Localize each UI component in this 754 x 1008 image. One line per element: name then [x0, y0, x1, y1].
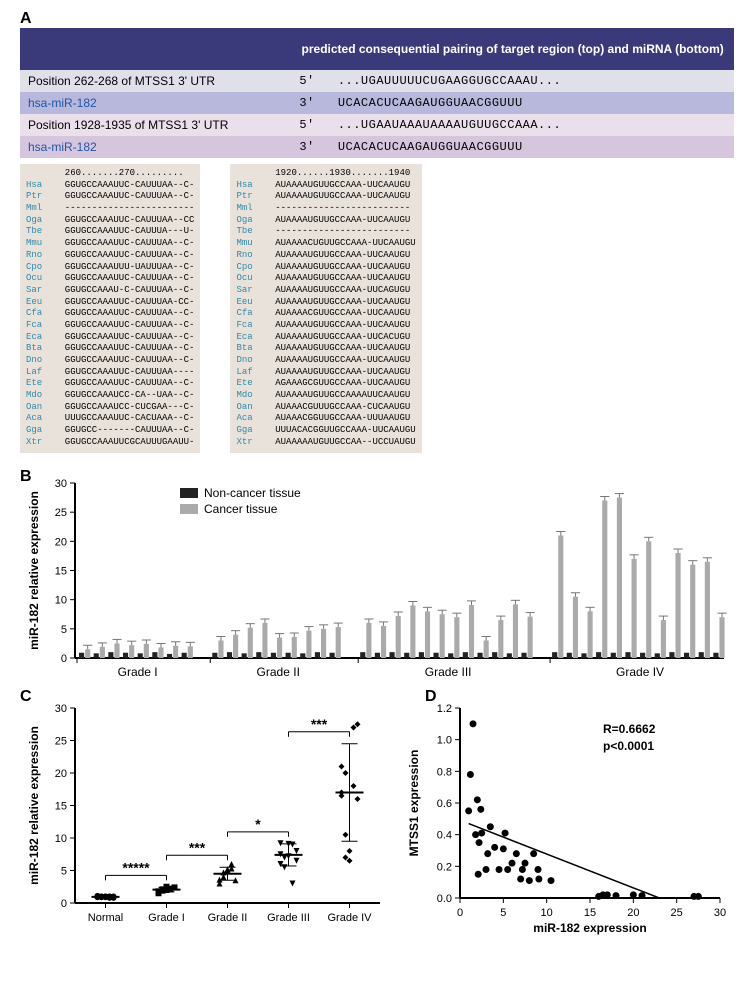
svg-text:0: 0 — [457, 907, 463, 919]
svg-text:Non-cancer tissue: Non-cancer tissue — [204, 486, 301, 500]
svg-text:p<0.0001: p<0.0001 — [603, 739, 654, 753]
svg-text:1.2: 1.2 — [437, 703, 452, 715]
svg-text:MTSS1 expression: MTSS1 expression — [407, 749, 421, 856]
svg-text:10: 10 — [541, 907, 553, 919]
svg-text:miR-182 expression: miR-182 expression — [533, 921, 646, 935]
panel-c-chart: C 0 5 10 15 20 25 30 miR-182 relative expressio… — [20, 688, 390, 938]
svg-text:0: 0 — [61, 653, 67, 665]
pairing-table: predicted consequential pairing of targe… — [20, 28, 734, 158]
svg-text:5: 5 — [61, 865, 67, 877]
seq-text: ...UGAUUUUUCUGAAGGUGCCAAAU... — [338, 74, 561, 88]
panel-b-label: B — [20, 468, 32, 486]
svg-text:Grade IV: Grade IV — [616, 665, 664, 679]
svg-text:Cancer tissue: Cancer tissue — [204, 502, 278, 516]
svg-text:Grade III: Grade III — [267, 912, 310, 924]
svg-text:0.8: 0.8 — [437, 766, 452, 778]
seq-dir: 3' — [299, 140, 314, 154]
svg-text:*: * — [255, 815, 261, 831]
svg-text:***: *** — [311, 715, 328, 731]
target-row-label: Position 1928-1935 of MTSS1 3' UTR — [20, 114, 291, 136]
svg-text:15: 15 — [584, 907, 596, 919]
svg-text:miR-182 relative expression: miR-182 relative expression — [27, 726, 41, 885]
svg-text:Grade II: Grade II — [208, 912, 248, 924]
svg-text:30: 30 — [55, 478, 67, 490]
svg-text:5: 5 — [500, 907, 506, 919]
svg-text:20: 20 — [55, 768, 67, 780]
svg-text:0.6: 0.6 — [437, 798, 452, 810]
svg-text:Normal: Normal — [88, 912, 123, 924]
svg-text:30: 30 — [55, 703, 67, 715]
svg-text:Grade I: Grade I — [148, 912, 185, 924]
panel-a-label: A — [20, 10, 32, 27]
svg-text:0.2: 0.2 — [437, 861, 452, 873]
seq-dir: 5' — [299, 118, 314, 132]
svg-text:25: 25 — [55, 507, 67, 519]
svg-text:0: 0 — [61, 898, 67, 910]
svg-text:*****: ***** — [122, 859, 150, 875]
svg-text:R=0.6662: R=0.6662 — [603, 722, 656, 736]
svg-text:1.0: 1.0 — [437, 734, 452, 746]
svg-text:0.4: 0.4 — [437, 829, 452, 841]
alignment-block: 260.......270.........Hsa GGUGCCAAAUUC-C… — [20, 164, 734, 453]
svg-text:10: 10 — [55, 833, 67, 845]
svg-text:20: 20 — [55, 536, 67, 548]
svg-text:Grade I: Grade I — [118, 665, 158, 679]
panel-d-chart: D 0.0 0.2 0.4 0.6 0.8 1.0 1.2 0 5 10 15 20 25 30 MTSS1… — [400, 688, 730, 938]
svg-text:10: 10 — [55, 594, 67, 606]
svg-text:Grade III: Grade III — [425, 665, 472, 679]
seq-text: UCACACUCAAGAUGGUAACGGUUU — [338, 96, 523, 110]
svg-text:20: 20 — [627, 907, 639, 919]
svg-text:30: 30 — [714, 907, 726, 919]
seq-text: UCACACUCAAGAUGGUAACGGUUU — [338, 140, 523, 154]
panel-c-label: C — [20, 688, 32, 706]
svg-text:5: 5 — [61, 623, 67, 635]
pairing-header: predicted consequential pairing of targe… — [291, 28, 734, 70]
panel-b-chart: B 0 5 10 15 20 25 30 miR-182 relative expressio… — [20, 468, 734, 688]
seq-dir: 3' — [299, 96, 314, 110]
svg-text:***: *** — [189, 839, 206, 855]
svg-text:25: 25 — [55, 735, 67, 747]
svg-text:0.0: 0.0 — [437, 893, 452, 905]
seq-dir: 5' — [299, 74, 314, 88]
svg-text:Grade IV: Grade IV — [327, 912, 372, 924]
mirna-row-label: hsa-miR-182 — [20, 136, 291, 158]
svg-text:25: 25 — [671, 907, 683, 919]
svg-text:Grade II: Grade II — [257, 665, 300, 679]
svg-text:15: 15 — [55, 565, 67, 577]
panel-d-label: D — [425, 688, 437, 706]
target-row-label: Position 262-268 of MTSS1 3' UTR — [20, 70, 291, 92]
seq-text: ...UGAAUAAAUAAAAUGUUGCCAAA... — [338, 118, 561, 132]
svg-text:miR-182 relative expression: miR-182 relative expression — [27, 491, 41, 650]
mirna-row-label: hsa-miR-182 — [20, 92, 291, 114]
svg-text:15: 15 — [55, 800, 67, 812]
